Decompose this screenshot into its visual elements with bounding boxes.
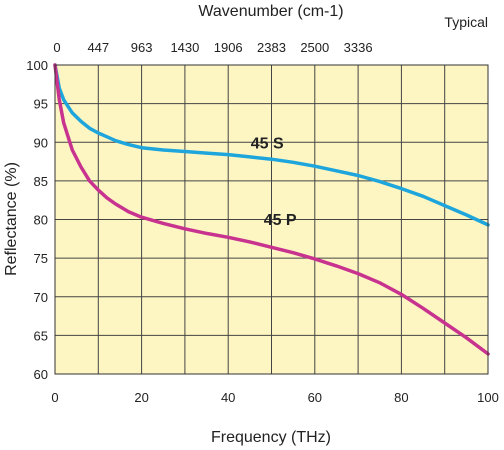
series-group: 45 S 45 P bbox=[53, 63, 490, 356]
x-tick-label: 0 bbox=[51, 390, 58, 405]
y-tick-label: 70 bbox=[34, 290, 48, 305]
top-tick-label: 2383 bbox=[257, 40, 286, 55]
top-tick-label: 3336 bbox=[344, 40, 373, 55]
series-line-0 bbox=[53, 63, 490, 227]
x-tick-label: 80 bbox=[394, 390, 408, 405]
x-tick-label: 100 bbox=[477, 390, 499, 405]
series-label: 45 S bbox=[251, 135, 284, 152]
y-tick-label: 65 bbox=[34, 328, 48, 343]
series-line-1 bbox=[53, 63, 490, 356]
series-label: 45 P bbox=[264, 212, 297, 229]
top-tick-label: 1906 bbox=[214, 40, 243, 55]
top-axis-note: Typical bbox=[444, 14, 488, 30]
y-tick-label: 60 bbox=[34, 367, 48, 382]
y-tick-label: 85 bbox=[34, 174, 48, 189]
top-tick-label: 0 bbox=[53, 40, 60, 55]
top-tick-label: 963 bbox=[131, 40, 153, 55]
tick-labels: 0 20 40 60 80 100 60 65 70 75 80 85 90 95 100 0 447 963 14… bbox=[26, 40, 499, 405]
x-axis-title: Frequency (THz) bbox=[211, 429, 331, 446]
x-tick-label: 20 bbox=[134, 390, 148, 405]
y-tick-label: 100 bbox=[26, 58, 48, 73]
top-axis-title: Wavenumber (cm-1) bbox=[198, 3, 343, 20]
y-tick-label: 90 bbox=[34, 135, 48, 150]
top-tick-label: 2500 bbox=[300, 40, 329, 55]
y-tick-label: 80 bbox=[34, 213, 48, 228]
grid bbox=[55, 65, 488, 374]
plot-frame bbox=[54, 64, 489, 375]
y-axis-title: Reflectance (%) bbox=[3, 162, 20, 276]
x-tick-label: 40 bbox=[221, 390, 235, 405]
x-tick-label: 60 bbox=[308, 390, 322, 405]
top-tick-label: 447 bbox=[87, 40, 109, 55]
top-tick-label: 1430 bbox=[170, 40, 199, 55]
y-tick-label: 75 bbox=[34, 251, 48, 266]
y-tick-label: 95 bbox=[34, 97, 48, 112]
